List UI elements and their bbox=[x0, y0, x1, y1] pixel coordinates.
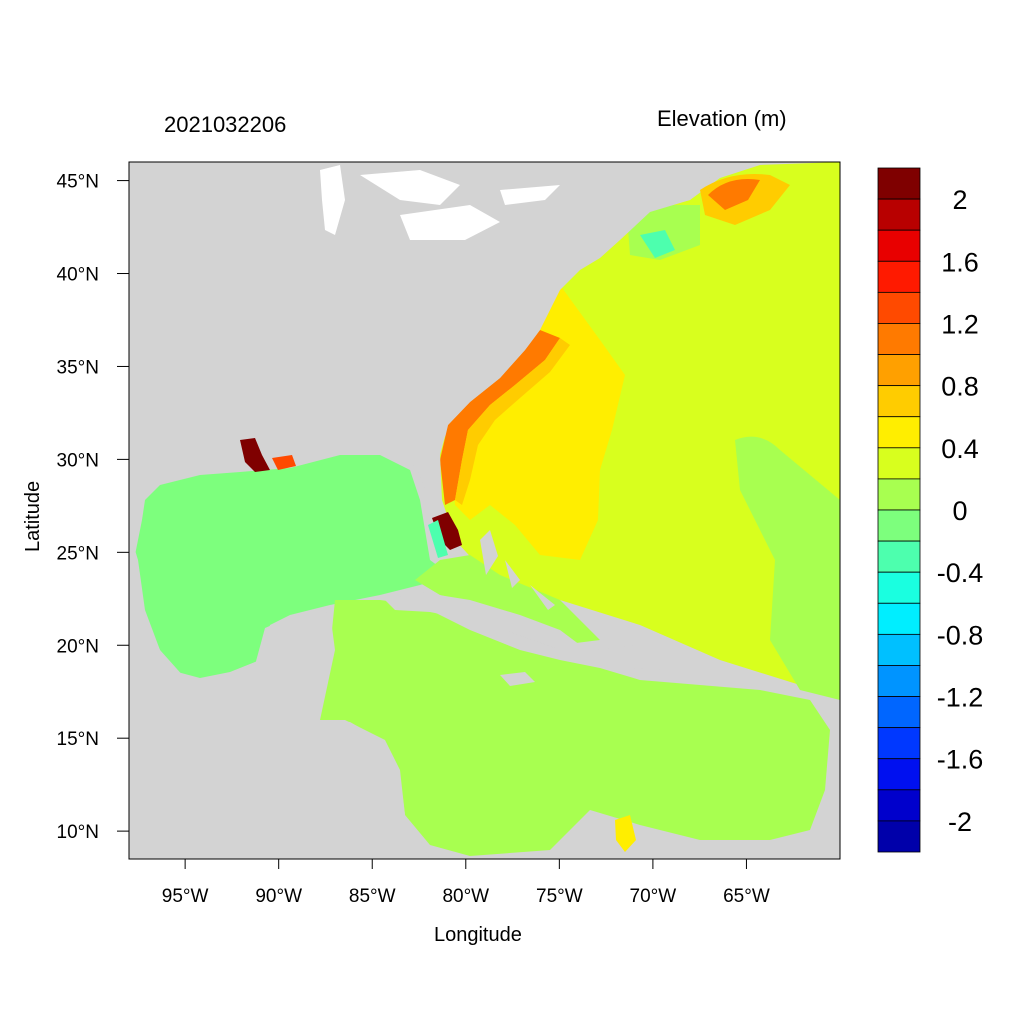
lat-tick-label: 35°N bbox=[57, 357, 99, 378]
colorbar-bin bbox=[877, 291, 921, 324]
lake-pontchartrain-surge bbox=[272, 455, 296, 470]
latitude-ticks: 45°N 40°N 35°N 30°N 25°N 20°N 15°N 10°N bbox=[57, 172, 129, 843]
cyan-patch-longisland bbox=[640, 230, 675, 258]
colorbar-bin bbox=[877, 198, 921, 231]
lon-tick-label: 90°W bbox=[255, 886, 302, 907]
plot-border bbox=[128, 161, 841, 860]
colorbar-label: -1.2 bbox=[937, 683, 984, 713]
bahamas-land bbox=[480, 530, 555, 610]
colorbar-label: 2 bbox=[952, 185, 967, 215]
louisiana-surge bbox=[240, 438, 270, 472]
jamaica-land bbox=[500, 672, 535, 686]
lon-tick-label: 65°W bbox=[723, 886, 770, 907]
lat-tick-label: 20°N bbox=[57, 636, 99, 657]
colorbar-bin bbox=[877, 416, 921, 449]
puerto-rico-land bbox=[705, 673, 732, 683]
lat-tick-label: 15°N bbox=[57, 729, 99, 750]
colorbar-bin bbox=[877, 758, 921, 791]
timestamp-label: 2021032206 bbox=[164, 112, 287, 137]
florida-straits bbox=[415, 555, 600, 645]
colorbar-bin bbox=[877, 323, 921, 355]
colorbar-label: -1.6 bbox=[937, 745, 984, 775]
south-america-land bbox=[470, 812, 840, 859]
colorbar-label: 0 bbox=[952, 496, 967, 526]
colorbar-bin bbox=[877, 665, 921, 697]
amber-coastal-band bbox=[455, 338, 570, 505]
colorbar-label: 1.2 bbox=[941, 309, 979, 339]
colorbar-bin bbox=[877, 447, 921, 480]
colorbar-bin bbox=[877, 789, 921, 822]
colorbar-bin bbox=[877, 354, 921, 387]
lat-tick-label: 30°N bbox=[57, 450, 99, 471]
central-america-land bbox=[129, 720, 430, 859]
florida-surge bbox=[432, 512, 462, 550]
bay-of-fundy-surge bbox=[708, 179, 760, 210]
us-east-land bbox=[129, 162, 710, 548]
longitude-ticks: 95°W 90°W 85°W 80°W 75°W 70°W 65°W bbox=[162, 859, 770, 907]
mexico-land bbox=[129, 530, 335, 720]
orange-coastal-band bbox=[440, 330, 560, 505]
lon-tick-label: 85°W bbox=[349, 886, 396, 907]
colorbar-bin bbox=[877, 478, 921, 511]
lat-tick-label: 25°N bbox=[57, 543, 99, 564]
maracaibo-lake bbox=[615, 815, 636, 852]
colorbar-bin bbox=[877, 633, 921, 666]
lon-tick-label: 95°W bbox=[162, 886, 209, 907]
colorbar: 2 1.6 1.2 0.8 0.4 0 -0.4 -0.8 -1.2 -1.6 -2 bbox=[877, 167, 984, 853]
colorbar-label: 1.6 bbox=[941, 247, 979, 277]
colorbar-bin bbox=[877, 509, 921, 542]
cyan-patch-florida-bay bbox=[428, 520, 448, 558]
hispaniola-land bbox=[595, 645, 680, 670]
colorbar-bin bbox=[877, 260, 921, 293]
gulf-of-mexico bbox=[132, 455, 450, 678]
yellow-surge-zone bbox=[450, 285, 625, 560]
colorbar-label: -0.4 bbox=[937, 558, 984, 588]
lon-tick-label: 75°W bbox=[536, 886, 583, 907]
colorbar-bin bbox=[877, 540, 921, 573]
y-axis-label: Latitude bbox=[22, 480, 44, 552]
colorbar-bin bbox=[877, 820, 921, 853]
cuba-land bbox=[385, 592, 580, 648]
variable-label: Elevation (m) bbox=[657, 106, 787, 131]
colorbar-label: -2 bbox=[948, 807, 972, 837]
x-axis-label: Longitude bbox=[434, 924, 522, 946]
colorbar-bin bbox=[877, 602, 921, 635]
atlantic-ocean bbox=[438, 162, 840, 690]
colorbar-bin bbox=[877, 696, 921, 729]
lat-tick-label: 10°N bbox=[57, 822, 99, 843]
map-area bbox=[129, 162, 840, 859]
colorbar-bin bbox=[877, 727, 921, 760]
colorbar-label: 0.8 bbox=[941, 372, 979, 402]
atlantic-lower-band bbox=[735, 436, 840, 700]
lat-tick-label: 40°N bbox=[57, 265, 99, 286]
colorbar-bin bbox=[877, 385, 921, 418]
lat-tick-label: 45°N bbox=[57, 172, 99, 193]
caribbean-sea bbox=[315, 600, 830, 856]
lon-tick-label: 70°W bbox=[630, 886, 677, 907]
lon-tick-label: 80°W bbox=[442, 886, 489, 907]
colorbar-bin bbox=[877, 229, 921, 262]
colorbar-bin bbox=[877, 167, 921, 200]
colorbar-label: -0.8 bbox=[937, 620, 984, 650]
colorbar-bin bbox=[877, 571, 921, 604]
great-lakes bbox=[320, 165, 560, 240]
colorbar-label: 0.4 bbox=[941, 434, 979, 464]
